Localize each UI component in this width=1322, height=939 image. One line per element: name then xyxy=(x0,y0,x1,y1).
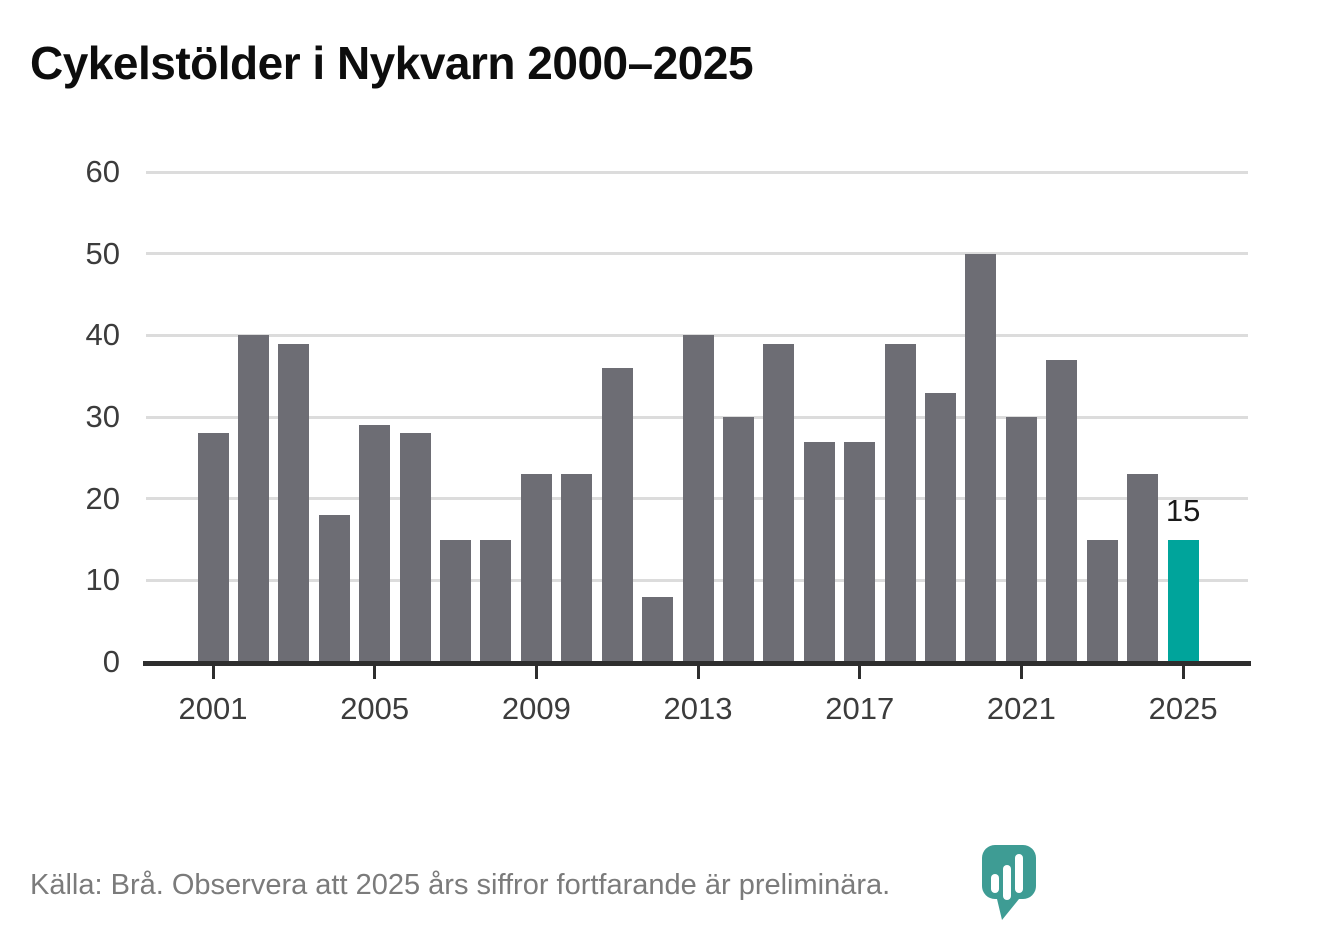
bar-2014 xyxy=(722,417,754,662)
bar-2022 xyxy=(1046,359,1078,662)
gridline xyxy=(146,170,1248,174)
bar-2011 xyxy=(601,368,633,662)
bar-2016 xyxy=(803,441,835,662)
x-tick-mark xyxy=(373,666,377,679)
newsworthy-logo: Newsworthy xyxy=(981,844,1037,927)
bar-2009 xyxy=(520,474,552,662)
bar-2003 xyxy=(278,343,310,662)
bar-2021 xyxy=(1005,417,1037,662)
bar-2019 xyxy=(925,392,957,662)
x-tick-mark xyxy=(534,666,538,679)
bar-2013 xyxy=(682,335,714,662)
x-axis-line xyxy=(143,661,1251,666)
bar-2017 xyxy=(844,441,876,662)
x-tick-label: 2025 xyxy=(1148,691,1218,726)
y-tick-label: 0 xyxy=(102,644,120,679)
y-tick-label: 40 xyxy=(85,317,120,353)
gridline xyxy=(146,252,1248,256)
bar-value-label: 15 xyxy=(1165,492,1201,528)
bar-2025 xyxy=(1167,539,1199,662)
x-tick-label: 2013 xyxy=(663,691,733,726)
x-tick-label: 2001 xyxy=(178,691,248,726)
x-tick-label: 2005 xyxy=(340,691,410,726)
bar-2010 xyxy=(561,474,593,662)
bar-2004 xyxy=(318,515,350,662)
x-tick-mark xyxy=(1019,666,1023,679)
bar-2005 xyxy=(359,425,391,662)
y-tick-label: 10 xyxy=(85,562,120,598)
bar-2002 xyxy=(237,335,269,662)
y-tick-label: 60 xyxy=(85,154,120,189)
y-tick-label: 20 xyxy=(85,480,120,516)
bar-2020 xyxy=(965,253,997,662)
bar-2001 xyxy=(197,433,229,662)
bar-2012 xyxy=(642,596,674,662)
y-tick-label: 30 xyxy=(85,399,120,434)
x-tick-mark xyxy=(858,666,862,679)
x-tick-mark xyxy=(696,666,700,679)
x-tick-label: 2009 xyxy=(501,691,571,726)
x-tick-mark xyxy=(1181,666,1185,679)
x-tick-label: 2021 xyxy=(986,691,1056,726)
bar-2007 xyxy=(440,539,472,662)
source-note: Källa: Brå. Observera att 2025 års siffr… xyxy=(30,869,891,901)
x-tick-mark xyxy=(211,666,215,679)
x-tick-label: 2017 xyxy=(825,691,895,726)
newsworthy-logo-icon xyxy=(982,845,1036,920)
y-tick-label: 50 xyxy=(85,235,120,271)
bar-2015 xyxy=(763,343,795,662)
bar-2018 xyxy=(884,343,916,662)
bar-2006 xyxy=(399,433,431,662)
bar-2023 xyxy=(1086,539,1118,662)
bar-2024 xyxy=(1127,474,1159,662)
bar-2008 xyxy=(480,539,512,662)
chart-title: Cykelstölder i Nykvarn 2000–2025 xyxy=(30,37,754,89)
